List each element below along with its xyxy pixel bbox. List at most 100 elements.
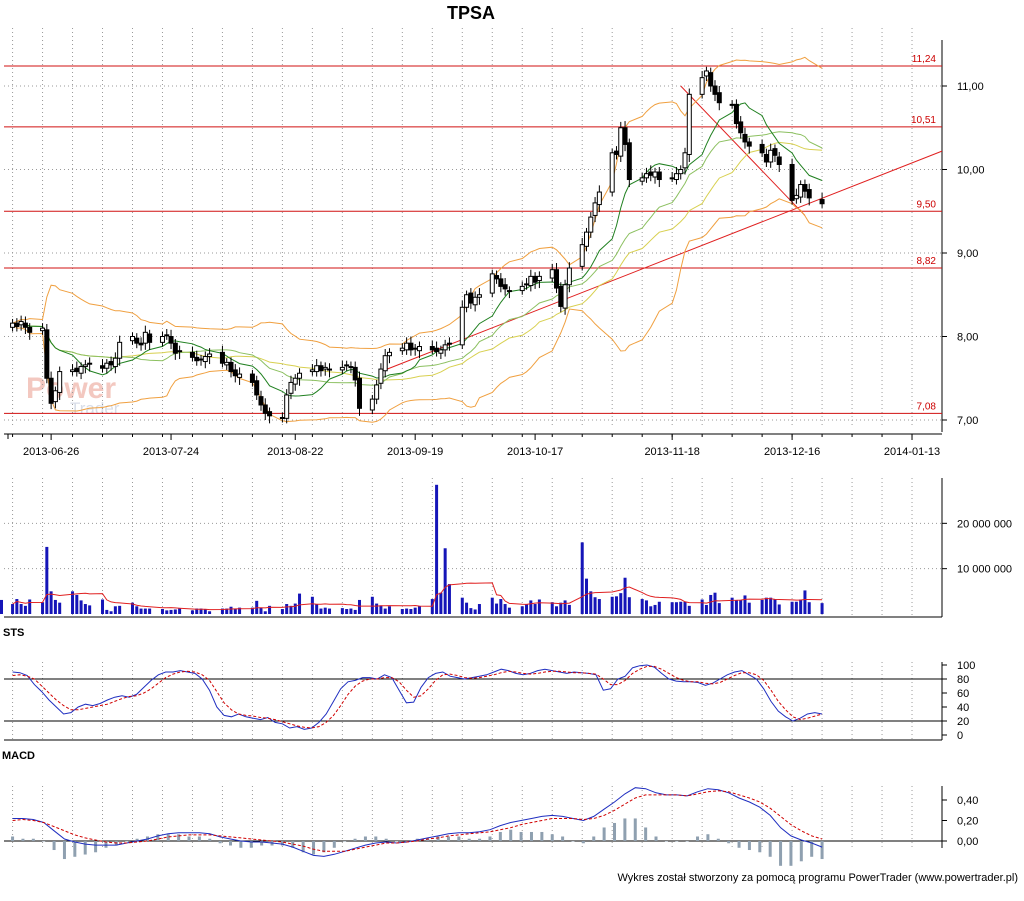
candle-body (129, 336, 135, 342)
volume-bar (559, 602, 563, 614)
candle-body (759, 143, 765, 154)
volume-bar (238, 607, 242, 614)
volume-bar (593, 597, 597, 614)
volume-bar (15, 599, 19, 614)
macd-histogram-bar (540, 831, 544, 841)
macd-histogram-bar (384, 838, 388, 841)
macd-histogram-bar (156, 834, 160, 841)
candle-body (416, 346, 422, 352)
candle-body (459, 306, 465, 346)
candle-body (592, 202, 598, 216)
candle-body (314, 365, 320, 373)
candle-body (258, 396, 264, 406)
volume-bar (130, 602, 134, 614)
macd-histogram-bar (685, 841, 689, 842)
watermark-power: Power (26, 372, 116, 405)
volume-bar (315, 604, 319, 614)
candle-body (142, 331, 148, 344)
price-x-tick-label: 2013-12-16 (764, 446, 820, 458)
volume-bar (101, 599, 105, 614)
volume-bar (473, 609, 477, 614)
macd-histogram-bar (426, 838, 430, 841)
candle-body (219, 351, 225, 364)
candle-body (562, 284, 568, 309)
price-x-tick-label: 2013-10-17 (507, 446, 563, 458)
macd-histogram-bar (561, 836, 565, 841)
trendline (385, 150, 943, 371)
volume-bar (734, 600, 738, 614)
volume-bar (550, 602, 554, 614)
macd-histogram-bar (353, 838, 357, 841)
candle-body (626, 142, 632, 181)
volume-bar (345, 609, 349, 614)
candle-body (716, 92, 722, 104)
macd-histogram-bar (239, 841, 243, 848)
candle-body (772, 148, 778, 156)
macd-histogram-bar (623, 818, 627, 841)
volume-bar (627, 597, 631, 614)
volume-bar (555, 606, 559, 614)
volume-bar (580, 542, 584, 614)
candle-body (224, 361, 230, 366)
candle-body (18, 320, 24, 326)
macd-histogram-bar (498, 831, 502, 841)
volume-bar (739, 599, 743, 614)
candle-body (70, 369, 76, 373)
volume-bar (713, 592, 717, 614)
candle-body (549, 269, 555, 279)
volume-bar (118, 605, 122, 614)
volume-bar (383, 608, 387, 614)
macd-signal-line (12, 790, 823, 852)
volume-bar (11, 604, 15, 614)
macd-histogram-bar (613, 822, 617, 841)
volume-bar (477, 604, 481, 614)
volume-bar (644, 600, 648, 614)
price-y-tick-label: 8,00 (957, 332, 978, 344)
macd-histogram-bar (177, 834, 181, 841)
volume-bar (439, 592, 443, 614)
macd-histogram-bar (633, 818, 637, 841)
volume-bar (405, 608, 409, 614)
macd-histogram-bar (810, 841, 814, 857)
volume-bar (520, 606, 524, 614)
candle-body (404, 342, 410, 351)
candle-body (48, 377, 54, 404)
candle-body (399, 347, 405, 352)
price-level-label: 8,82 (917, 256, 937, 267)
volume-bar (469, 608, 473, 614)
volume-bar (169, 609, 173, 614)
bollinger-lower (12, 198, 823, 423)
candle-body (682, 152, 688, 169)
volume-bar (537, 599, 541, 614)
volume-bar (674, 602, 678, 614)
candle-body (292, 377, 298, 385)
candle-body (177, 350, 183, 353)
price-x-tick-label: 2013-11-18 (644, 446, 699, 458)
candle-body (656, 171, 662, 181)
volume-bar (709, 594, 713, 614)
candle-body (596, 191, 602, 206)
volume-moving-average (12, 582, 823, 611)
macd-histogram-bar (332, 841, 336, 848)
candle-body (806, 189, 812, 199)
volume-bar (614, 596, 618, 614)
macd-histogram-bar (249, 841, 253, 848)
candle-body (87, 362, 93, 365)
candle-body (648, 171, 654, 176)
candle-body (374, 384, 380, 400)
macd-histogram-bar (696, 836, 700, 841)
macd-histogram-bar (280, 841, 284, 846)
candle-body (746, 141, 752, 147)
volume-bar (387, 606, 391, 614)
candle-body (22, 322, 28, 328)
candle-body (104, 362, 110, 369)
candle-body (622, 127, 628, 145)
sts-y-tick-label: 60 (957, 688, 969, 700)
candle-body (352, 366, 358, 381)
candle-body (344, 364, 350, 367)
candle-body (776, 156, 782, 165)
price-y-tick-label: 11,00 (957, 81, 984, 93)
volume-bar (250, 607, 254, 614)
volume-bar (773, 599, 777, 614)
